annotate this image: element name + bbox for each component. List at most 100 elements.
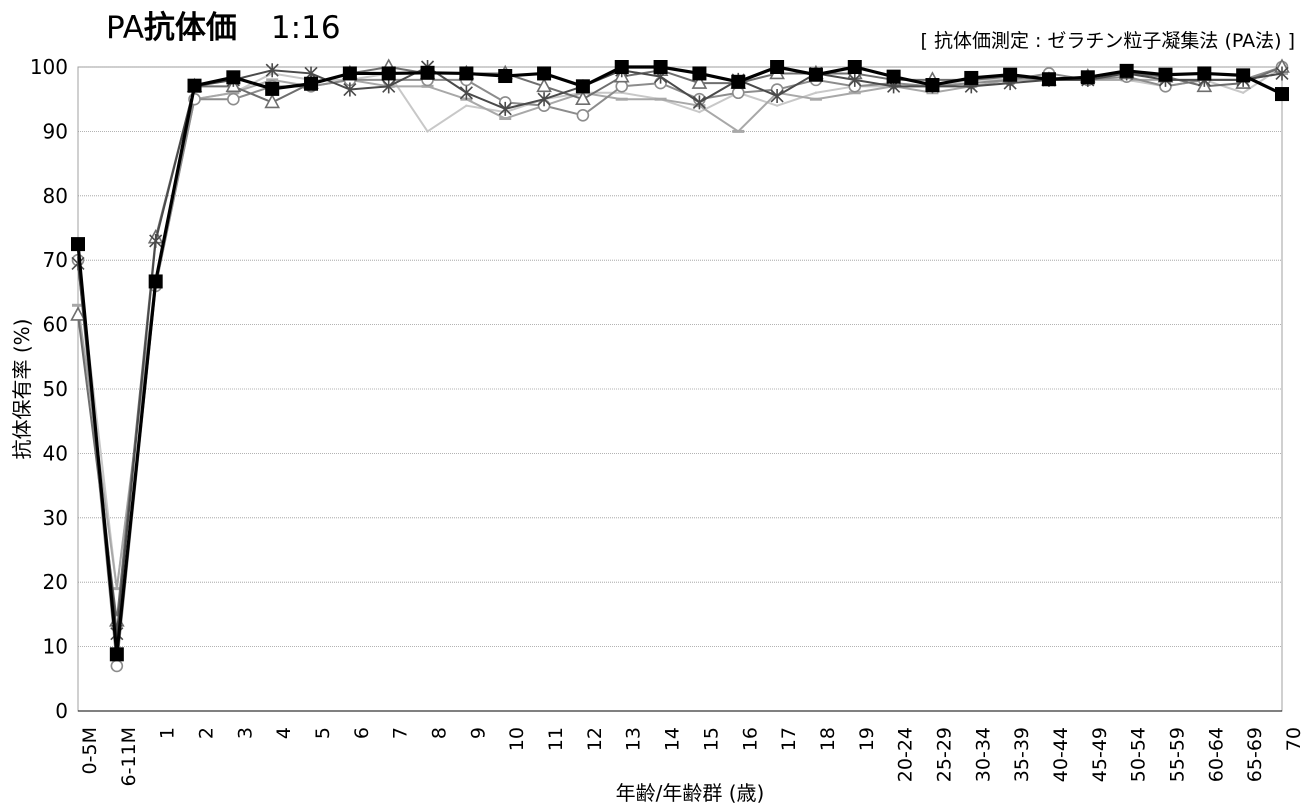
data-point-triangle (264, 93, 281, 109)
data-point (426, 130, 429, 133)
data-point-cross (498, 101, 512, 116)
x-tick-label: 16 (739, 727, 761, 751)
x-tick-group: 50-54 (1128, 727, 1150, 782)
x-tick-label: 35-39 (1011, 727, 1033, 782)
data-point-square (1119, 63, 1134, 78)
x-tick-label: 15 (700, 727, 722, 751)
x-tick-group: 13 (623, 727, 645, 751)
series-line (76, 65, 1283, 655)
x-tick-group: 1 (157, 727, 179, 739)
x-tick-label: 40-44 (1050, 727, 1072, 782)
x-tick-group: 17 (778, 727, 800, 751)
data-point (465, 104, 468, 107)
data-point-square (342, 66, 357, 81)
x-tick-group: 20-24 (895, 727, 917, 782)
x-tick-group: 19 (856, 727, 878, 751)
x-tick-group: 7 (390, 727, 412, 739)
data-point-cross (343, 82, 357, 97)
series-line (77, 72, 1283, 589)
data-point-square (1197, 66, 1212, 81)
data-point-cross (848, 72, 862, 87)
title-bold: 抗体価 (143, 10, 237, 46)
data-point (775, 104, 779, 107)
x-tick-label: 11 (545, 727, 567, 751)
data-point-cross (382, 79, 396, 94)
y-tick-label: 30 (43, 506, 68, 530)
y-tick-label: 10 (43, 635, 68, 659)
x-tick-label: 20-24 (895, 727, 917, 782)
x-tick-group: 6 (351, 727, 373, 739)
data-point-cross (459, 85, 473, 100)
x-tick-label: 45-49 (1089, 727, 1111, 782)
x-tick-label: 9 (467, 727, 489, 739)
y-tick-label: 60 (43, 313, 68, 337)
data-point-triangle (575, 90, 591, 105)
data-point-triangle (70, 306, 86, 321)
x-tick-group: 11 (545, 727, 567, 751)
data-point-square (1003, 67, 1018, 82)
data-point (698, 110, 701, 114)
data-point-cross (770, 88, 784, 103)
data-point-square (692, 66, 707, 81)
x-tick-group: 25-29 (933, 727, 955, 782)
series-line (77, 66, 1283, 667)
data-point-circle (227, 92, 240, 106)
y-axis-title: 抗体保有率 (%) (10, 319, 34, 460)
x-tick-group: 5 (312, 727, 334, 739)
y-tick-label: 50 (43, 377, 68, 401)
x-tick-label: 7 (390, 727, 412, 739)
data-point-square (808, 67, 823, 82)
x-tick-group: 2 (196, 727, 218, 739)
data-point-circle (731, 86, 745, 100)
x-tick-label: 19 (856, 727, 878, 751)
data-point-circle (110, 659, 124, 673)
x-tick-group: 30-34 (972, 727, 994, 782)
x-tick-label: 6 (351, 727, 373, 739)
x-tick-group: 70 (1283, 727, 1305, 751)
data-point-square (964, 70, 979, 85)
data-point-square (71, 237, 85, 252)
x-tick-group: 10 (506, 727, 528, 751)
data-point (814, 91, 818, 94)
data-point-square (537, 66, 552, 81)
y-tick-label: 40 (43, 441, 68, 465)
series-3 (70, 58, 1290, 627)
series-4 (71, 60, 1289, 641)
data-point-square (498, 69, 513, 84)
x-tick-label: 13 (623, 727, 645, 751)
data-point-square (148, 274, 163, 289)
data-point-cross (692, 95, 706, 110)
data-point-square (847, 60, 862, 74)
x-tick-label: 4 (273, 727, 295, 739)
y-tick-label: 0 (55, 699, 68, 723)
x-tick-group: 45-49 (1089, 727, 1111, 782)
data-point-square (265, 81, 280, 96)
x-tick-group: 16 (739, 727, 761, 751)
data-point (1241, 91, 1245, 94)
data-point-square (1080, 70, 1095, 85)
data-point-cross (149, 233, 163, 248)
title-prefix: PA (106, 10, 144, 46)
x-tick-label: 50-54 (1128, 727, 1150, 782)
x-tick-label: 30-34 (972, 727, 994, 782)
x-tick-group: 18 (817, 727, 839, 751)
chart-title: PA抗体価 1:16 (106, 2, 341, 47)
series-line (77, 65, 1283, 621)
data-point-cross (537, 92, 551, 107)
data-point-triangle (536, 77, 552, 93)
data-point-square (109, 647, 124, 662)
x-tick-label: 65-69 (1244, 727, 1266, 782)
x-tick-group: 40-44 (1050, 727, 1072, 782)
x-tick-group: 6-11M (118, 727, 140, 787)
data-point-square (459, 66, 474, 81)
data-point-square (886, 69, 901, 84)
x-tick-label: 60-64 (1205, 727, 1227, 782)
x-tick-label: 6-11M (118, 727, 140, 787)
x-tick-group: 60-64 (1205, 727, 1227, 782)
data-point-square (653, 60, 668, 74)
data-point-triangle (691, 74, 708, 89)
data-point-square (187, 78, 202, 93)
data-point-cross (1275, 66, 1289, 81)
x-tick-group: 35-39 (1011, 727, 1033, 782)
series-line (77, 66, 1283, 589)
